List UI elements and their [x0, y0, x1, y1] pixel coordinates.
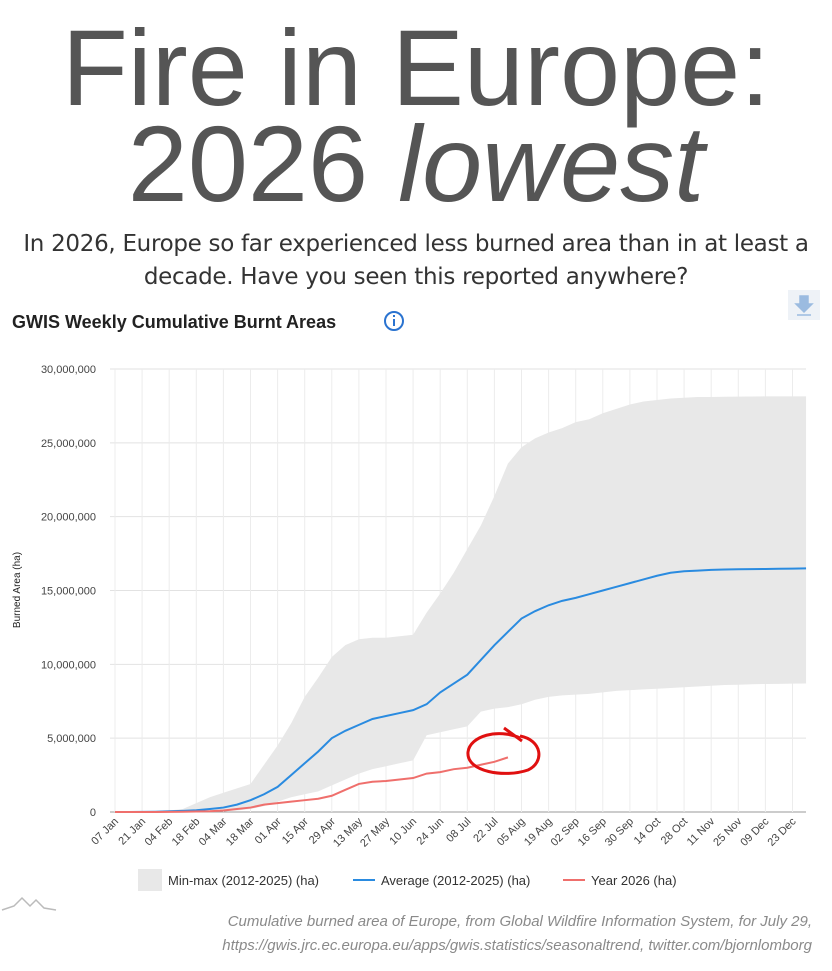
x-tick-label: 10 Jun — [387, 816, 419, 848]
x-tick-label: 08 Jul — [444, 816, 473, 845]
headline-emphasis: lowest — [398, 103, 705, 224]
caption-line: Cumulative burned area of Europe, from G… — [227, 913, 812, 930]
x-tick-label: 25 Nov — [711, 815, 744, 848]
y-tick-label: 25,000,000 — [41, 438, 96, 450]
annotation-circle — [466, 726, 541, 775]
x-tick-label: 04 Mar — [197, 815, 230, 848]
y-tick-label: 0 — [90, 807, 96, 819]
chart-title: GWIS Weekly Cumulative Burnt Areas — [12, 312, 336, 332]
headline-1: Fire in Europe: — [61, 7, 771, 128]
x-tick-label: 21 Jan — [116, 816, 148, 848]
info-icon[interactable] — [384, 311, 404, 331]
x-tick-label: 19 Aug — [522, 816, 555, 849]
x-tick-label: 18 Mar — [224, 815, 257, 848]
y-tick-label: 10,000,000 — [41, 659, 96, 671]
download-button[interactable] — [788, 290, 820, 320]
y-tick-label: 20,000,000 — [41, 512, 96, 524]
legend-label: Average (2012-2025) (ha) — [381, 873, 530, 888]
x-tick-label: 30 Sep — [603, 816, 636, 849]
min-max-band — [115, 396, 807, 812]
x-tick-label: 27 May — [358, 815, 392, 849]
x-tick-label: 11 Nov — [685, 815, 718, 848]
x-tick-label: 01 Apr — [253, 815, 284, 846]
x-tick-label: 15 Apr — [280, 815, 311, 846]
x-tick-label: 04 Feb — [143, 816, 176, 849]
x-tick-label: 02 Sep — [549, 816, 582, 849]
x-tick-label: 23 Dec — [765, 815, 798, 848]
x-tick-label: 09 Dec — [738, 815, 771, 848]
y-axis-label: Burned Area (ha) — [12, 552, 23, 628]
x-tick-label: 28 Oct — [659, 816, 690, 847]
x-tick-label: 05 Aug — [495, 816, 528, 849]
caption-line: https://gwis.jrc.ec.europa.eu/apps/gwis.… — [222, 937, 812, 954]
legend-swatch — [138, 869, 162, 891]
legend-label: Min-max (2012-2025) (ha) — [168, 873, 319, 888]
headline-year: 2026 — [127, 103, 369, 224]
subtitle: In 2026, Europe so far experienced less … — [23, 231, 809, 290]
y-tick-label: 30,000,000 — [41, 364, 96, 376]
legend-label: Year 2026 (ha) — [591, 873, 677, 888]
x-tick-label: 24 Jun — [414, 816, 446, 848]
x-tick-label: 14 Oct — [632, 816, 663, 847]
series-line — [115, 756, 509, 813]
series-line — [115, 567, 807, 813]
logo — [1, 896, 57, 911]
y-tick-label: 15,000,000 — [41, 586, 96, 598]
x-tick-label: 16 Sep — [576, 816, 609, 849]
x-tick-label: 18 Feb — [170, 816, 203, 849]
caption: Cumulative burned area of Europe, from G… — [222, 910, 812, 958]
headline-2: 2026 lowest — [0, 110, 832, 218]
x-tick-label: 07 Jan — [89, 816, 121, 848]
y-tick-label: 5,000,000 — [47, 733, 96, 745]
